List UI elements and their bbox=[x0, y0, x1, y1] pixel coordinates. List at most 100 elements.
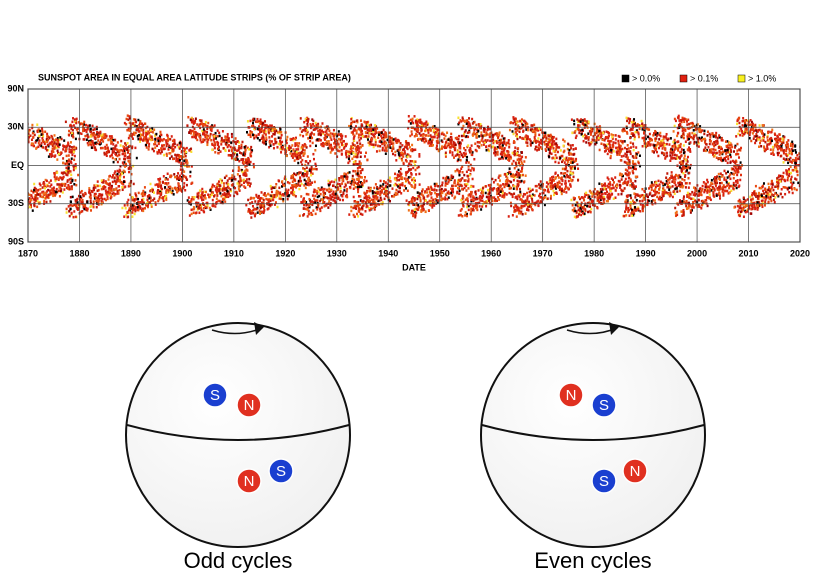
speckle bbox=[42, 146, 44, 149]
speckle bbox=[494, 133, 496, 136]
speckle bbox=[412, 167, 414, 170]
speckle bbox=[386, 150, 388, 153]
speckle bbox=[60, 190, 62, 193]
speckle bbox=[329, 204, 331, 207]
speckle bbox=[487, 189, 489, 192]
speckle bbox=[205, 191, 207, 194]
speckle bbox=[500, 190, 502, 193]
speckle bbox=[416, 121, 418, 124]
speckle bbox=[165, 142, 167, 145]
speckle bbox=[505, 180, 507, 183]
speckle bbox=[481, 205, 483, 208]
speckle bbox=[453, 141, 455, 144]
speckle bbox=[347, 172, 349, 175]
speckle bbox=[316, 192, 318, 195]
speckle bbox=[85, 207, 87, 210]
speckle bbox=[63, 188, 65, 191]
speckle bbox=[184, 189, 186, 192]
speckle bbox=[220, 195, 222, 198]
speckle bbox=[190, 150, 192, 153]
speckle bbox=[123, 181, 125, 184]
speckle bbox=[497, 196, 499, 199]
speckle bbox=[562, 145, 564, 148]
speckle bbox=[41, 129, 43, 132]
speckle bbox=[521, 168, 523, 171]
speckle bbox=[195, 117, 197, 120]
speckle bbox=[214, 147, 216, 150]
speckle bbox=[524, 136, 526, 139]
speckle bbox=[275, 130, 277, 133]
speckle bbox=[218, 180, 220, 183]
speckle bbox=[365, 201, 367, 204]
speckle bbox=[304, 200, 306, 203]
speckle bbox=[33, 145, 35, 148]
speckle bbox=[169, 157, 171, 160]
speckle bbox=[492, 134, 494, 137]
speckle bbox=[507, 179, 509, 182]
speckle bbox=[19, 131, 21, 134]
speckle bbox=[54, 194, 56, 197]
speckle bbox=[452, 154, 454, 157]
speckle bbox=[392, 145, 394, 148]
speckle bbox=[327, 206, 329, 209]
speckle bbox=[111, 135, 113, 138]
speckle bbox=[275, 201, 277, 204]
speckle bbox=[141, 123, 143, 126]
speckle bbox=[108, 178, 110, 181]
speckle bbox=[480, 131, 482, 134]
speckle bbox=[165, 190, 167, 193]
speckle bbox=[361, 169, 363, 172]
speckle bbox=[132, 133, 134, 136]
speckle bbox=[112, 181, 114, 184]
speckle bbox=[106, 155, 108, 158]
speckle bbox=[112, 143, 114, 146]
speckle bbox=[519, 154, 521, 157]
speckle bbox=[572, 148, 574, 151]
speckle bbox=[193, 206, 195, 209]
speckle bbox=[124, 152, 126, 155]
speckle bbox=[471, 144, 473, 147]
speckle bbox=[411, 130, 413, 133]
speckle bbox=[183, 185, 185, 188]
speckle bbox=[477, 130, 479, 133]
speckle bbox=[187, 162, 189, 165]
speckle bbox=[231, 177, 233, 180]
speckle bbox=[516, 138, 518, 141]
speckle bbox=[309, 169, 311, 172]
speckle bbox=[257, 211, 259, 214]
speckle bbox=[238, 188, 240, 191]
speckle bbox=[167, 137, 169, 140]
speckle bbox=[82, 123, 84, 126]
speckle bbox=[50, 135, 52, 138]
speckle bbox=[430, 136, 432, 139]
speckle bbox=[32, 143, 34, 146]
speckle bbox=[523, 160, 525, 163]
speckle bbox=[330, 151, 332, 154]
speckle bbox=[169, 138, 171, 141]
speckle bbox=[426, 191, 428, 194]
speckle bbox=[480, 188, 482, 191]
speckle bbox=[198, 133, 200, 136]
speckle bbox=[362, 135, 364, 138]
speckle bbox=[399, 148, 401, 151]
speckle bbox=[460, 209, 462, 212]
speckle bbox=[411, 212, 413, 215]
speckle bbox=[121, 172, 123, 175]
speckle bbox=[131, 215, 133, 218]
speckle bbox=[304, 130, 306, 133]
speckle bbox=[559, 157, 561, 160]
speckle bbox=[124, 204, 126, 207]
speckle bbox=[10, 118, 12, 121]
speckle bbox=[245, 159, 247, 162]
speckle bbox=[384, 198, 386, 201]
speckle bbox=[365, 131, 367, 134]
speckle bbox=[381, 141, 383, 144]
speckle bbox=[443, 146, 445, 149]
speckle bbox=[14, 194, 16, 197]
speckle bbox=[564, 161, 566, 164]
speckle bbox=[45, 147, 47, 150]
speckle bbox=[208, 196, 210, 199]
speckle bbox=[399, 184, 401, 187]
speckle bbox=[66, 180, 68, 183]
speckle bbox=[70, 174, 72, 177]
